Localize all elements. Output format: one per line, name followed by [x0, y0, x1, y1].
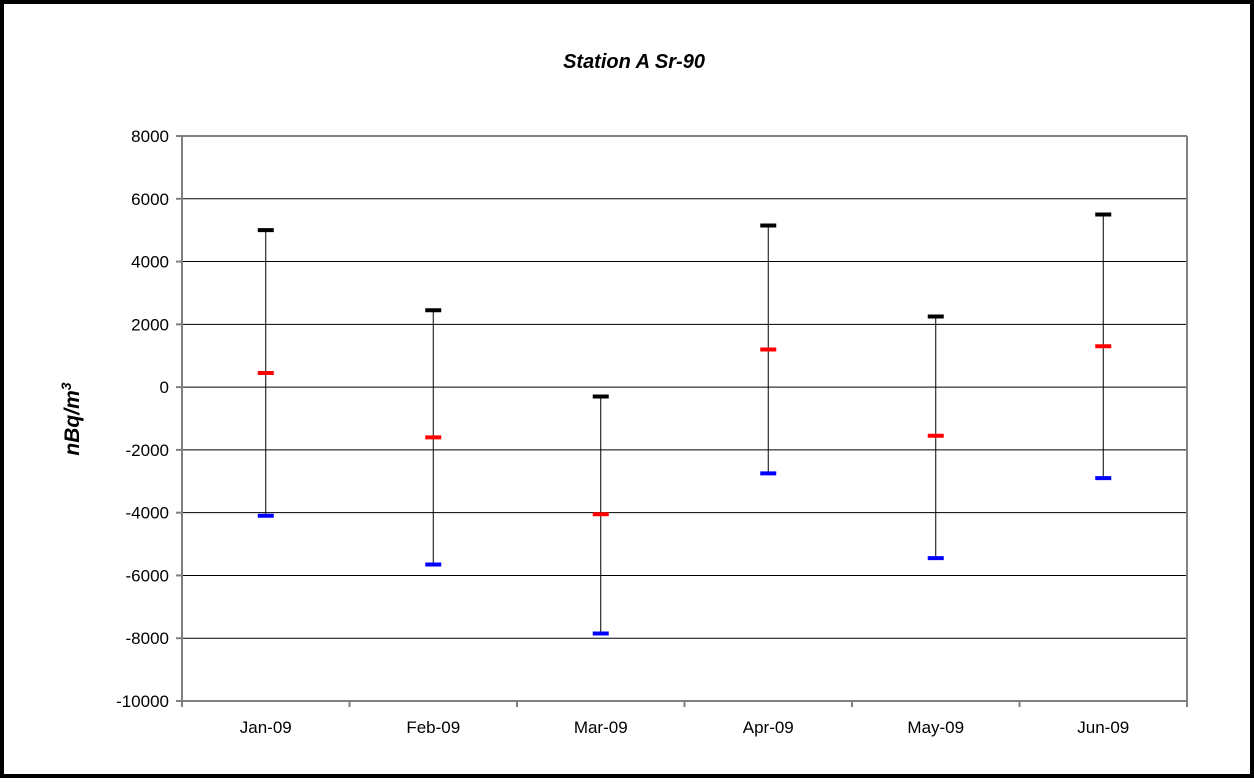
y-tick-label: -2000 [126, 441, 169, 460]
y-tick-label: -4000 [126, 504, 169, 523]
svg-text:nBq/m3: nBq/m3 [58, 382, 84, 455]
y-axis-label-text: nBq/m [61, 390, 84, 455]
x-tick-label: Feb-09 [406, 718, 460, 737]
y-tick-label: -6000 [126, 566, 169, 585]
x-tick-label: Mar-09 [574, 718, 628, 737]
y-tick-label: 8000 [131, 127, 169, 146]
chart-svg: Station A Sr-90 nBq/m3 8000 6000 4000 2000 0… [58, 51, 1188, 737]
y-tick-label: 6000 [131, 190, 169, 209]
y-tick-label: 2000 [131, 315, 169, 334]
x-tick-label: May-09 [907, 718, 964, 737]
y-tick-label: 0 [160, 378, 169, 397]
plot-area: 8000 6000 4000 2000 0 -2000 -4000 -6000 -8000 -10… [116, 127, 1188, 737]
x-tick-label: Apr-09 [743, 718, 794, 737]
y-axis-label: nBq/m3 [58, 382, 84, 455]
y-tick-label: 4000 [131, 253, 169, 272]
y-tick-label: -8000 [126, 629, 169, 648]
chart-title: Station A Sr-90 [563, 51, 705, 73]
x-tick-label: Jan-09 [240, 718, 292, 737]
x-tick-label: Jun-09 [1077, 718, 1129, 737]
y-axis-label-superscript: 3 [58, 382, 74, 390]
y-tick-label: -10000 [116, 692, 169, 711]
